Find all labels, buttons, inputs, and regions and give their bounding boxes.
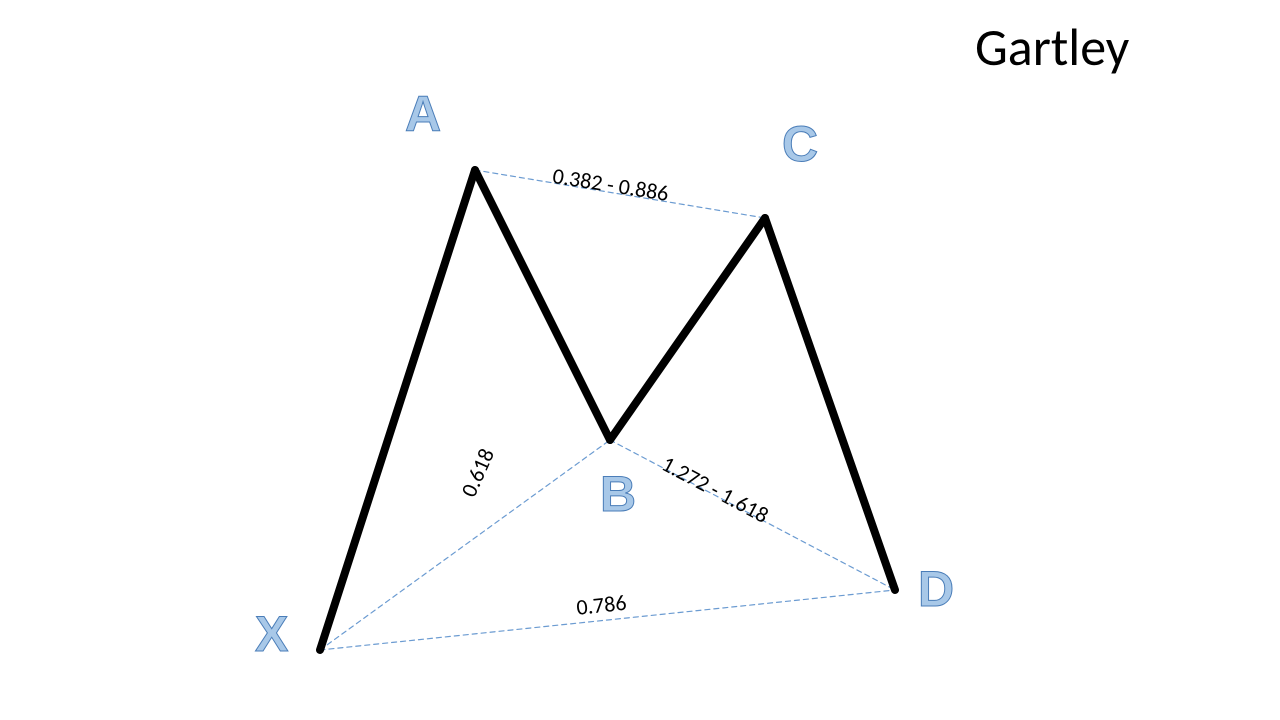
point-label-c: C: [782, 115, 818, 173]
point-label-x: X: [255, 605, 288, 663]
point-label-a: A: [405, 85, 441, 143]
point-label-d: D: [918, 560, 954, 618]
point-label-b: B: [600, 465, 636, 523]
gartley-diagram: [0, 0, 1280, 720]
ratio-xd: 0.786: [575, 589, 628, 621]
pattern-title: Gartley: [975, 15, 1129, 79]
